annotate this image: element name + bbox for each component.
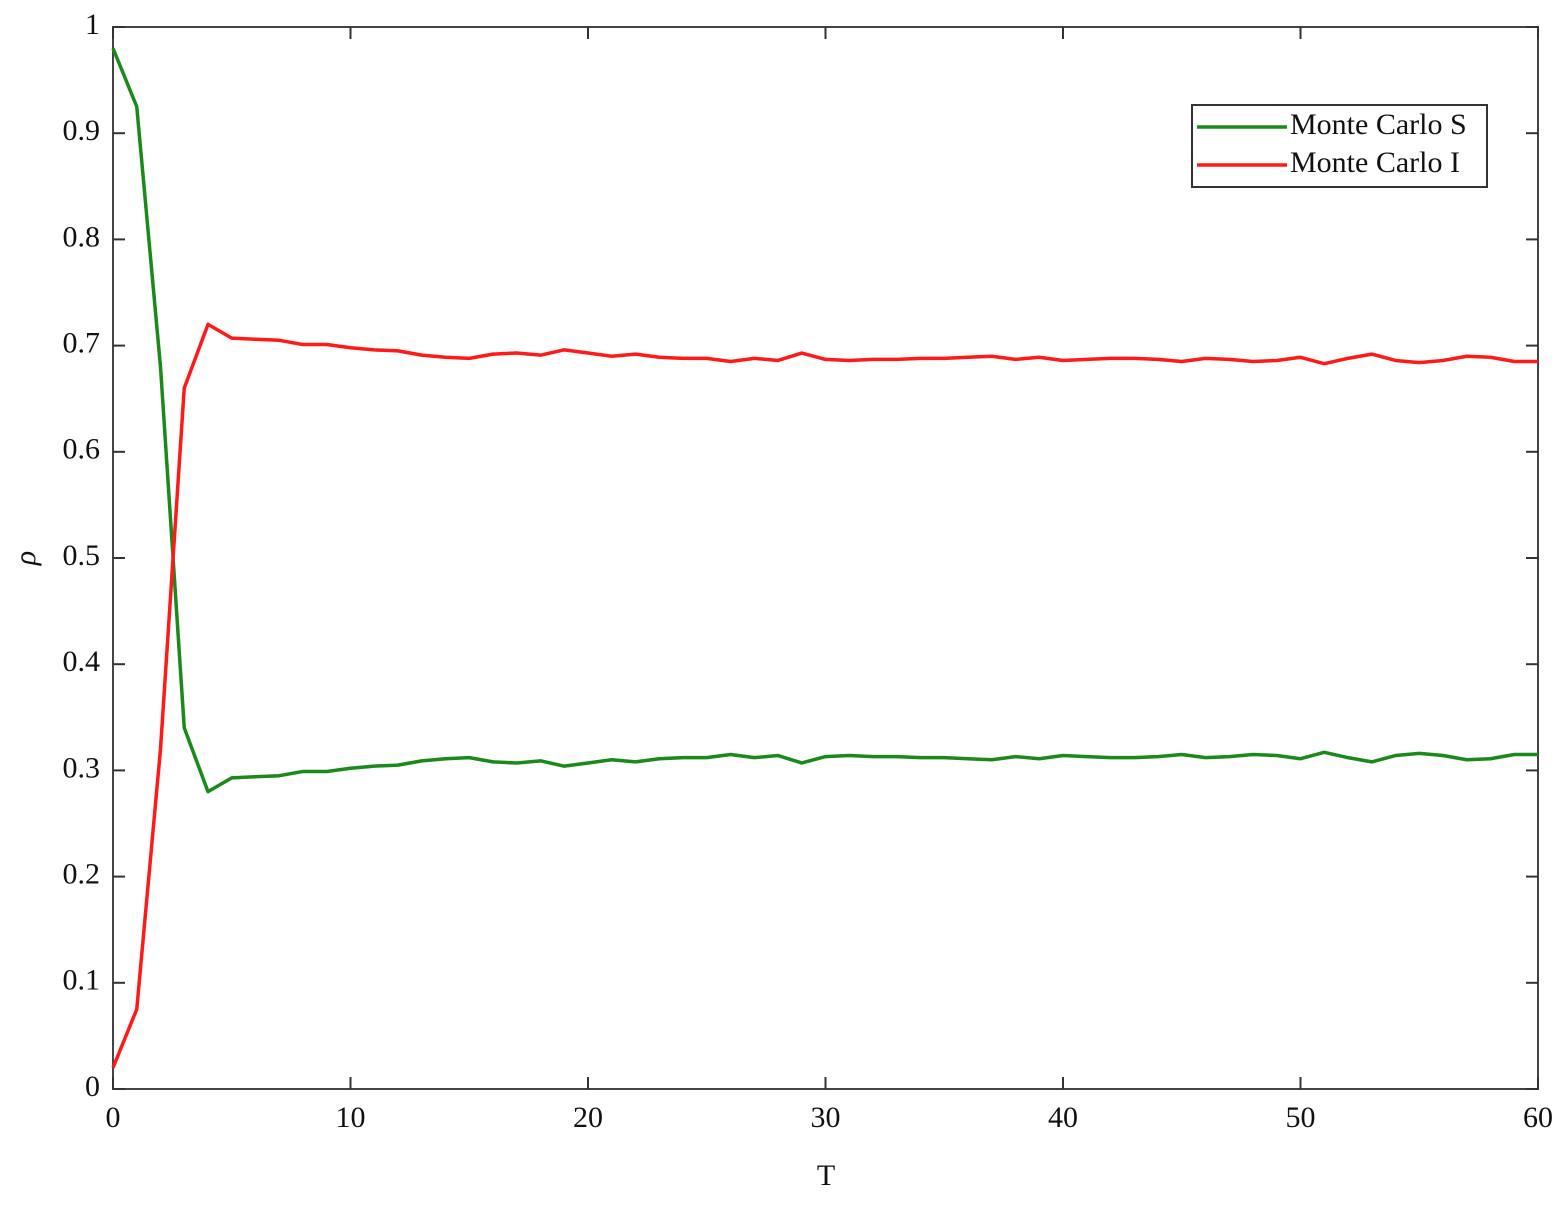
y-tick-label: 1	[85, 8, 100, 41]
x-tick-label: 60	[1523, 1101, 1553, 1134]
y-axis-label: ρ	[9, 551, 42, 566]
data-line	[111, 322, 1538, 1069]
legend-box	[1191, 104, 1488, 188]
legend-label: Monte Carlo I	[1290, 146, 1460, 179]
data-line	[111, 47, 1538, 794]
x-tick-label: 30	[811, 1101, 841, 1134]
x-tick-label: 40	[1048, 1101, 1078, 1134]
y-tick-label: 0.4	[63, 645, 101, 678]
x-axis-label: T	[817, 1159, 835, 1192]
x-tick-label: 10	[336, 1101, 366, 1134]
y-tick-label: 0.2	[63, 857, 101, 890]
legend-label: Monte Carlo S	[1290, 108, 1467, 141]
y-tick-label: 0.3	[63, 751, 101, 784]
y-tick-label: 0.5	[63, 539, 101, 572]
y-tick-label: 0.6	[63, 433, 101, 466]
y-tick-label: 0.1	[63, 964, 101, 997]
x-tick-label: 0	[106, 1101, 121, 1134]
y-tick-label: 0.7	[63, 326, 101, 359]
x-tick-label: 50	[1286, 1101, 1316, 1134]
y-tick-label: 0.8	[63, 220, 101, 253]
y-tick-label: 0	[85, 1070, 100, 1103]
x-tick-label: 20	[573, 1101, 603, 1134]
y-tick-label: 0.9	[63, 114, 101, 147]
